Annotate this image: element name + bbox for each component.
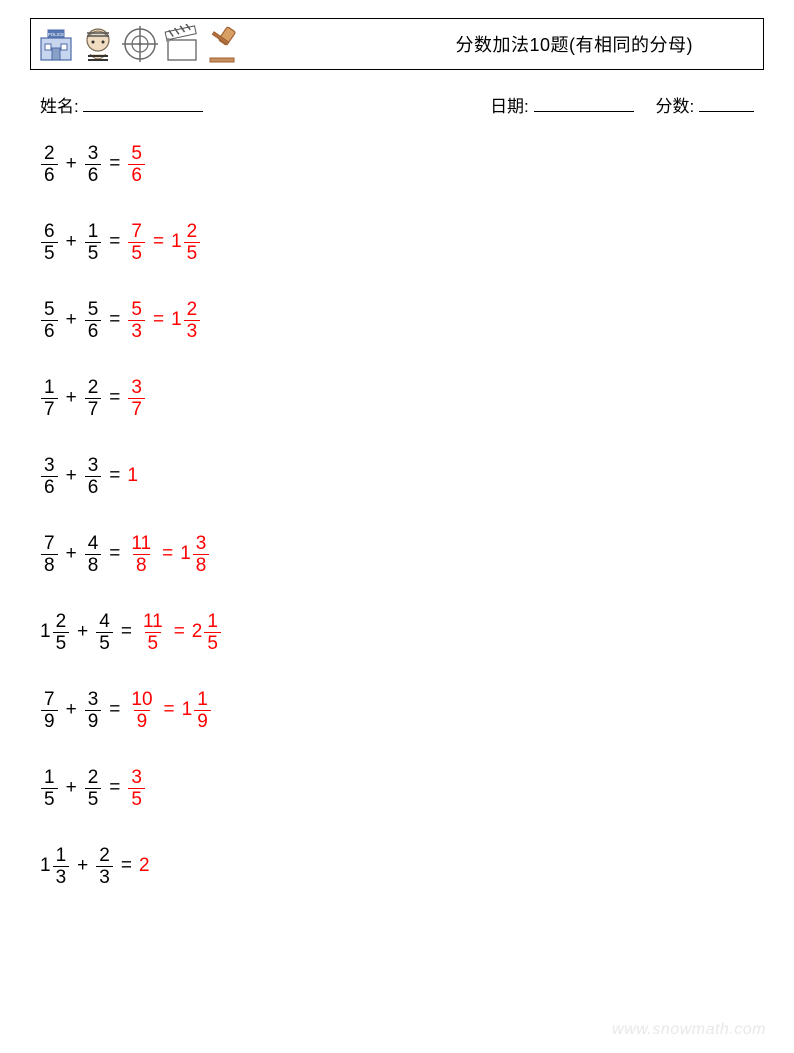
problem-row: 65+15=75=125 <box>40 218 222 266</box>
problem-row: 17+27=37 <box>40 374 222 422</box>
clapperboard-icon <box>162 24 202 64</box>
answer: 1 <box>127 465 138 487</box>
date-label: 日期: <box>490 97 529 116</box>
problem-row: 113+23=2 <box>40 842 222 890</box>
name-label: 姓名: <box>40 92 79 117</box>
info-row: 姓名: 日期: 分数: <box>40 92 754 117</box>
answer: 53=123 <box>127 300 201 341</box>
answer: 118=138 <box>127 534 210 575</box>
problem-row: 15+25=35 <box>40 764 222 812</box>
problem-row: 56+56=53=123 <box>40 296 222 344</box>
problem-row: 26+36=56 <box>40 140 222 188</box>
name-blank <box>83 95 203 112</box>
score-label: 分数: <box>656 97 695 116</box>
svg-text:POLICE: POLICE <box>48 32 65 37</box>
prisoner-icon <box>78 24 118 64</box>
problem-row: 125+45=115=215 <box>40 608 222 656</box>
watermark: www.snowmath.com <box>612 1021 766 1039</box>
answer: 115=215 <box>139 612 222 653</box>
answer: 109=119 <box>127 690 211 731</box>
header-icons: POLICE <box>36 24 244 64</box>
problems-list: 26+36=56 65+15=75=125 56+56=53=123 17+27=37… <box>40 140 222 890</box>
worksheet-title: 分数加法10题(有相同的分母) <box>455 31 693 57</box>
problem-row: 78+48=118=138 <box>40 530 222 578</box>
answer: 35 <box>127 768 146 809</box>
answer: 37 <box>127 378 146 419</box>
score-blank <box>699 95 754 112</box>
crosshair-icon <box>120 24 160 64</box>
answer: 75=125 <box>127 222 201 263</box>
date-blank <box>534 95 634 112</box>
header-box: POLICE <box>30 18 764 70</box>
problem-row: 36+36=1 <box>40 452 222 500</box>
answer: 56 <box>127 144 146 185</box>
police-station-icon: POLICE <box>36 24 76 64</box>
gavel-icon <box>204 24 244 64</box>
problem-row: 79+39=109=119 <box>40 686 222 734</box>
answer: 2 <box>139 855 150 877</box>
